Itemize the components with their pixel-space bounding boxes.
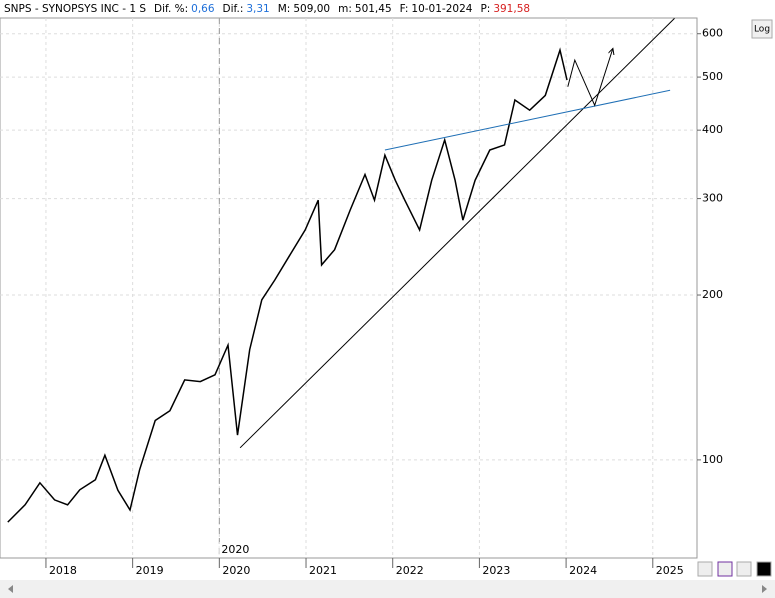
- scrollbar[interactable]: [0, 580, 775, 598]
- cursor-label: 2020: [221, 543, 249, 556]
- log-button[interactable]: [751, 19, 773, 39]
- pin-button[interactable]: [736, 561, 752, 577]
- color-button[interactable]: [756, 561, 772, 577]
- header-value: 509,00: [293, 3, 330, 15]
- header-label: P:: [480, 3, 490, 15]
- y-tick-label: 100: [702, 453, 723, 466]
- x-tick-label: 2023: [482, 564, 510, 577]
- x-tick-label: 2025: [656, 564, 684, 577]
- x-tick-label: 2019: [136, 564, 164, 577]
- x-tick-label: 2018: [49, 564, 77, 577]
- y-tick-label: 400: [702, 123, 723, 136]
- scroll-left[interactable]: [8, 585, 13, 593]
- log-button-label[interactable]: Log: [754, 25, 770, 35]
- plot-frame: [0, 17, 698, 559]
- x-tick-label: 2020: [222, 564, 250, 577]
- x-tick-label: 2022: [396, 564, 424, 577]
- save-button[interactable]: [717, 561, 733, 577]
- price-line: [7, 47, 568, 523]
- y-tick-label: 200: [702, 288, 723, 301]
- header-value: 501,45: [355, 3, 392, 15]
- header-value: 10-01-2024: [411, 3, 472, 15]
- scroll-right[interactable]: [762, 585, 767, 593]
- header-value: 3,31: [246, 3, 269, 15]
- header-label: Dif. %:: [154, 3, 188, 15]
- trendline: [239, 18, 675, 449]
- trendline: [567, 48, 613, 107]
- header-label: SNPS - SYNOPSYS INC - 1 S: [4, 3, 146, 15]
- x-tick-label: 2024: [569, 564, 597, 577]
- y-tick-label: 300: [702, 192, 723, 205]
- y-tick-label: 600: [702, 27, 723, 40]
- header-label: Dif.:: [223, 3, 244, 15]
- cursor-label-bg: [219, 542, 248, 556]
- header-label: m:: [338, 3, 352, 15]
- y-tick-label: 500: [702, 70, 723, 83]
- header-label: F:: [400, 3, 409, 15]
- header-value: 391,58: [493, 3, 530, 15]
- x-tick-label: 2021: [309, 564, 337, 577]
- header: SNPS - SYNOPSYS INC - 1 S Dif. %: 0,66 Dif.…: [4, 3, 530, 15]
- trendline: [384, 89, 671, 151]
- header-label: M:: [278, 3, 291, 15]
- header-value: 0,66: [191, 3, 215, 15]
- tool-button[interactable]: [697, 561, 713, 577]
